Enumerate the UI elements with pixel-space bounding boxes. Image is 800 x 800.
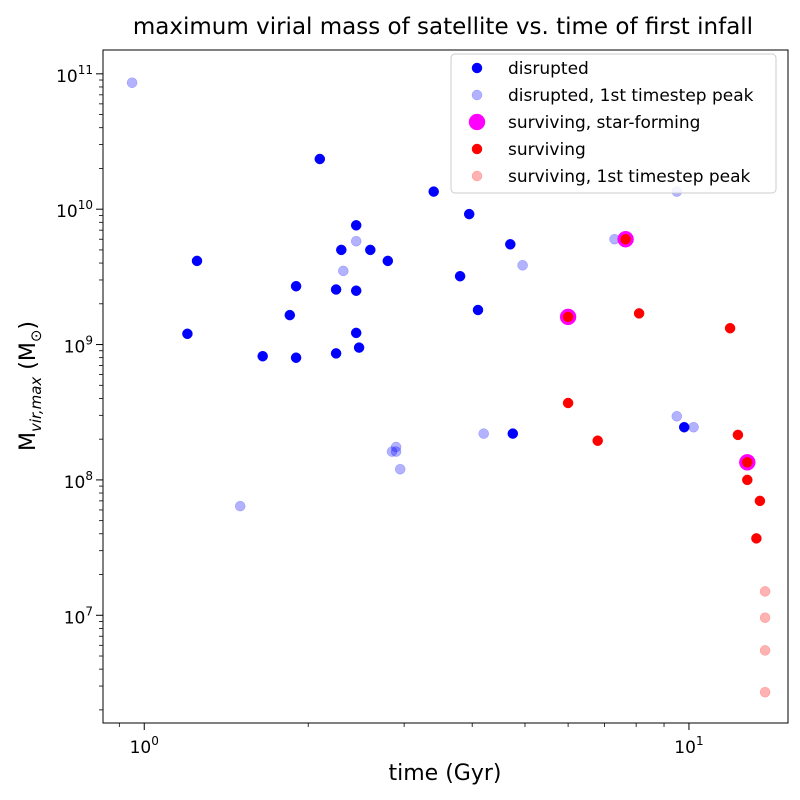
point-disrupted (505, 239, 516, 250)
point-disrupted (290, 352, 302, 363)
point-disrupted-1st-timestep-peak (517, 260, 528, 271)
legend-label: surviving, 1st timestep peak (508, 167, 751, 187)
point-surviving (562, 397, 574, 409)
point-surviving (633, 308, 645, 319)
point-disrupted-1st-timestep-peak (338, 265, 349, 277)
y-axis-label: Mvir,max (M⊙) (16, 321, 45, 451)
point-disrupted (463, 208, 475, 220)
point-disrupted (290, 280, 302, 292)
legend-marker (471, 89, 483, 101)
point-disrupted (330, 284, 342, 295)
y-tick-label: 1010 (56, 198, 93, 222)
legend-marker (471, 143, 483, 155)
chart-title: maximum virial mass of satellite vs. tim… (133, 14, 753, 40)
legend: disrupted disrupted, 1st timestep peak sur… (450, 53, 777, 194)
point-surviving-1st-timestep-peak (759, 612, 771, 623)
point-surviving-1st-timestep-peak (759, 645, 771, 656)
point-surviving (742, 457, 753, 468)
legend-marker (471, 170, 483, 182)
point-surviving (592, 435, 603, 446)
point-disrupted (182, 328, 193, 340)
point-disrupted (350, 327, 362, 339)
x-tick-label: 100 (130, 734, 159, 758)
legend-label: disrupted (508, 59, 589, 79)
point-disrupted (314, 153, 326, 165)
point-disrupted-1st-timestep-peak (390, 441, 402, 453)
point-disrupted (350, 285, 362, 296)
point-surviving (754, 495, 766, 507)
point-disrupted (454, 270, 466, 282)
point-disrupted-1st-timestep-peak (126, 77, 138, 88)
point-surviving (724, 322, 736, 334)
point-disrupted (336, 244, 347, 256)
point-disrupted-1st-timestep-peak (386, 446, 398, 457)
point-surviving (742, 474, 753, 486)
point-disrupted (257, 350, 268, 362)
point-surviving-1st-timestep-peak (759, 586, 771, 597)
y-axis-ticks: 107 108 109 1010 1011 (56, 63, 103, 711)
point-disrupted-1st-timestep-peak (688, 421, 699, 433)
point-disrupted (678, 421, 690, 433)
x-tick-label: 101 (674, 734, 703, 758)
point-surviving (562, 311, 574, 323)
point-disrupted (365, 244, 376, 256)
y-tick-label: 109 (64, 334, 93, 358)
point-surviving (751, 533, 762, 544)
point-surviving (732, 429, 744, 441)
point-disrupted-1st-timestep-peak (671, 411, 683, 422)
point-disrupted-1st-timestep-peak (478, 428, 489, 439)
legend-label: surviving, star-forming (508, 113, 700, 133)
y-tick-label: 1011 (56, 63, 93, 87)
legend-box (450, 53, 777, 194)
point-disrupted (507, 428, 519, 439)
legend-label: disrupted, 1st timestep peak (508, 86, 754, 106)
legend-label: surviving (508, 140, 586, 160)
axes-frame (102, 49, 789, 724)
y-tick-label: 108 (64, 469, 93, 493)
plot-area (126, 77, 771, 698)
point-disrupted (191, 255, 203, 267)
y-tick-label: 107 (64, 604, 93, 628)
point-disrupted (382, 255, 394, 267)
x-axis-label: time (Gyr) (389, 761, 502, 786)
x-axis-ticks: 100 101 (118, 723, 704, 758)
point-disrupted-1st-timestep-peak (350, 235, 362, 247)
legend-marker (471, 62, 483, 74)
point-disrupted (428, 186, 439, 197)
point-disrupted (284, 309, 296, 321)
point-disrupted-1st-timestep-peak (390, 446, 402, 457)
point-surviving-1st-timestep-peak (759, 686, 771, 698)
point-disrupted-1st-timestep-peak (394, 463, 406, 475)
point-disrupted (472, 304, 484, 316)
point-disrupted (350, 220, 362, 231)
point-disrupted (330, 348, 342, 359)
point-disrupted-1st-timestep-peak (234, 500, 246, 512)
point-disrupted (353, 342, 365, 353)
point-surviving (620, 233, 631, 245)
legend-marker (468, 113, 486, 131)
